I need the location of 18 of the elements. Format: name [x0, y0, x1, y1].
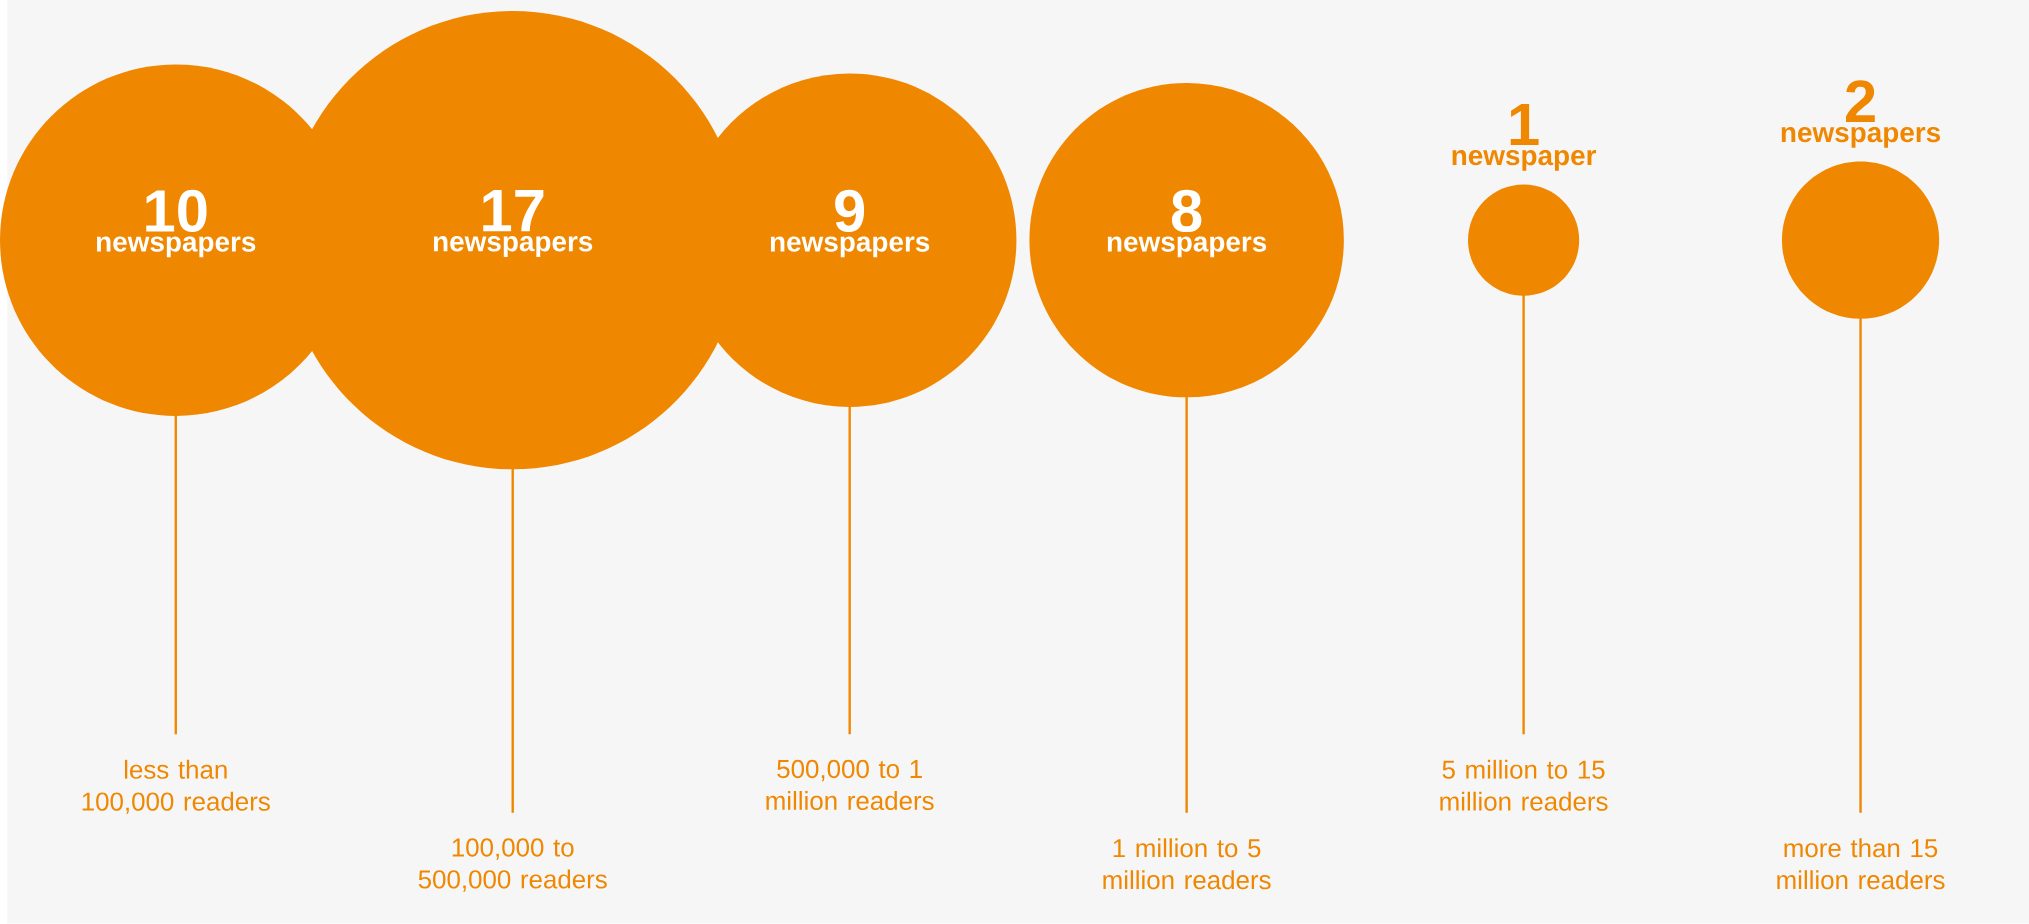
category-label: more than 15 million readers [1777, 838, 1945, 890]
data-label: 9 [835, 189, 865, 233]
data-label: 8 [1171, 189, 1202, 233]
data-label: 2 [1845, 80, 1875, 123]
category-label: 500,000 to 1 million readers [766, 759, 934, 811]
data-label: 17 [483, 190, 544, 232]
text: newspaper [1452, 150, 1597, 171]
text: newspapers [96, 236, 256, 258]
data-label: 10 [146, 189, 207, 233]
category-label: 100,000 to 500,000 readers [418, 838, 607, 892]
category-label: 1 million to 5 million readers [1103, 838, 1271, 890]
data-label: 1 [1510, 104, 1539, 146]
text: newspapers [770, 236, 930, 258]
category-label: less than 100,000 readers [82, 759, 270, 814]
category-label: 5 million to 15 million readers [1440, 759, 1608, 811]
text: newspapers [1781, 127, 1941, 148]
text: newspapers [433, 236, 593, 258]
text: newspapers [1107, 236, 1267, 258]
